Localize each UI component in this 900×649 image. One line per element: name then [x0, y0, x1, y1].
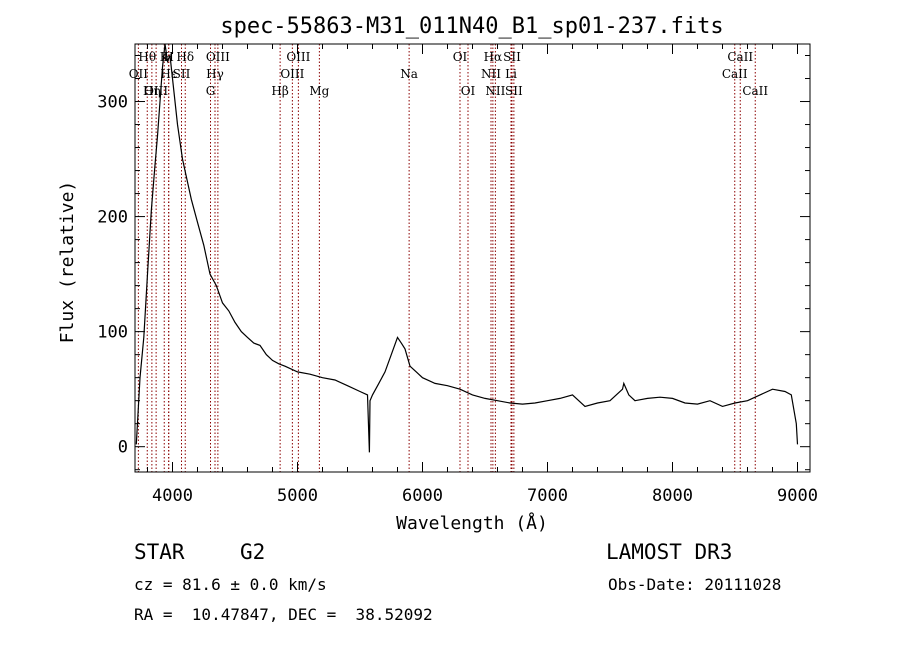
line-label-9: OIII [206, 50, 230, 64]
line-label-24: SII [505, 84, 523, 98]
line-label-5: H [163, 50, 173, 64]
x-tick-label-5: 9000 [777, 486, 818, 506]
x-tick-label-3: 7000 [527, 486, 568, 506]
x-tick-label-2: 6000 [402, 486, 443, 506]
y-tick-label-3: 300 [97, 93, 128, 113]
redshift-value: cz = 81.6 ± 0.0 km/s [134, 575, 327, 594]
y-tick-label-0: 0 [118, 438, 128, 458]
x-axis-label: Wavelength (Å) [396, 512, 548, 534]
x-tick-label-1: 5000 [277, 486, 318, 506]
line-label-8: SII [173, 67, 191, 81]
line-label-7: Hδ [176, 50, 194, 64]
line-label-25: CaII [727, 50, 753, 64]
line-label-14: OIII [280, 67, 304, 81]
survey-name: LAMOST DR3 [606, 540, 733, 564]
line-label-16: Na [400, 67, 418, 81]
line-label-18: OI [461, 84, 476, 98]
line-label-15: Mg [309, 84, 329, 98]
line-label-22: SII [503, 50, 521, 64]
line-label-2: OIII [144, 84, 168, 98]
line-label-12: Hβ [271, 84, 288, 98]
line-label-11: G [206, 84, 216, 98]
x-tick-label-4: 8000 [652, 486, 693, 506]
star-subclass: G2 [240, 540, 266, 564]
y-tick-label-1: 100 [97, 323, 128, 343]
line-label-13: OIII [286, 50, 310, 64]
spectrum-line [135, 43, 799, 453]
line-label-4: K [160, 50, 170, 64]
line-label-20: NII [481, 67, 501, 81]
x-axis-ticks: 4000 5000 6000 7000 8000 9000 [147, 44, 818, 506]
chart-title: spec-55863-M31_011N40_B1_sp01-237.fits [220, 14, 723, 39]
line-label-1: OII [129, 67, 149, 81]
line-label-17: OI [453, 50, 468, 64]
line-label-19: Hα [484, 50, 503, 64]
y-axis-label: Flux (relative) [57, 181, 78, 344]
line-label-0: Hθ [138, 50, 156, 64]
line-label-26: CaII [722, 67, 748, 81]
y-tick-label-2: 200 [97, 208, 128, 228]
line-label-10: Hγ [206, 67, 224, 81]
plot-frame [134, 43, 811, 473]
y-axis-ticks: 0 100 200 300 [97, 55, 810, 471]
line-label-27: CaII [742, 84, 768, 98]
coordinates: RA = 10.47847, DEC = 38.52092 [134, 605, 433, 624]
observation-date: Obs-Date: 20111028 [608, 575, 782, 594]
line-label-3: Hη [143, 84, 161, 98]
line-label-23: Li [505, 67, 517, 81]
line-label-21: NII [485, 84, 505, 98]
spectral-line-markers [137, 44, 756, 472]
x-tick-label-0: 4000 [152, 486, 193, 506]
star-class: STAR [134, 540, 185, 564]
